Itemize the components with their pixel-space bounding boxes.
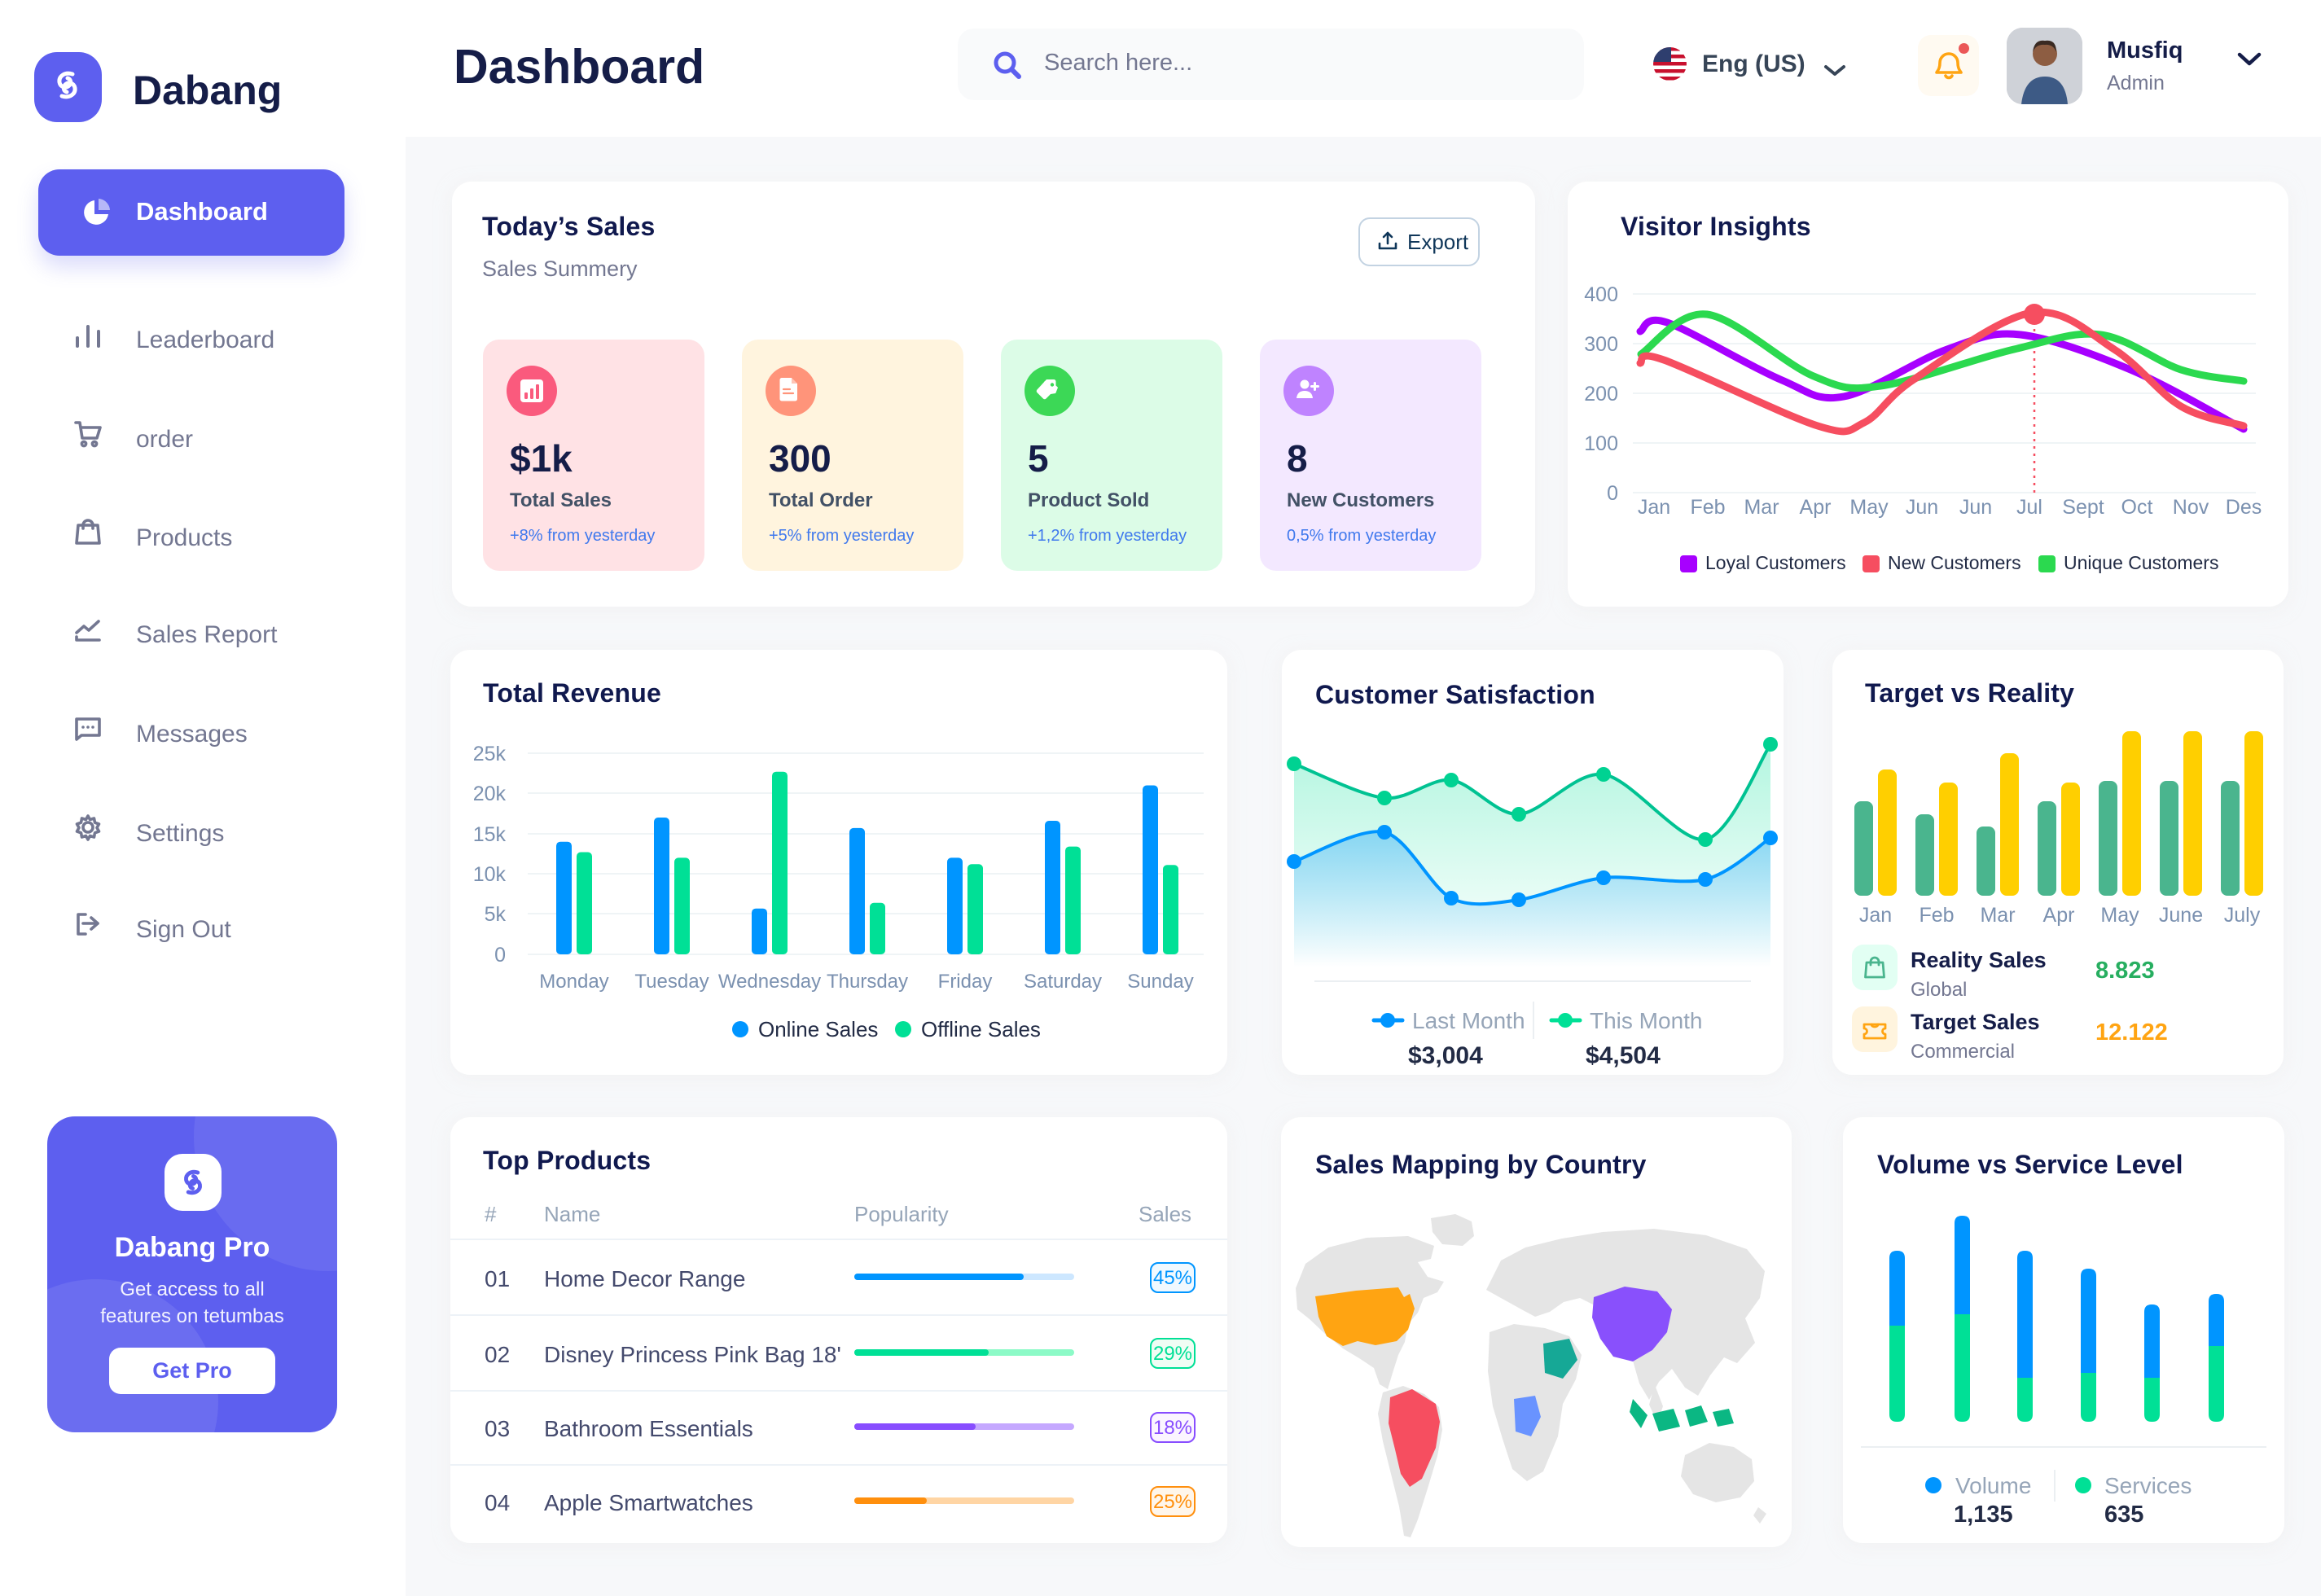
svg-text:25k: 25k: [473, 743, 507, 765]
svg-text:Apr: Apr: [2043, 904, 2075, 927]
svg-text:Mar: Mar: [1980, 904, 2015, 927]
svg-text:Nov: Nov: [2173, 496, 2209, 519]
svg-text:Monday: Monday: [539, 971, 608, 993]
svg-text:May: May: [1849, 496, 1889, 519]
svg-text:July: July: [2224, 904, 2261, 927]
svg-text:Sunday: Sunday: [1127, 971, 1193, 993]
svg-text:Des: Des: [2226, 496, 2262, 519]
svg-text:Feb: Feb: [1690, 496, 1725, 519]
svg-text:Jun: Jun: [1959, 496, 1992, 519]
svg-text:Jul: Jul: [2016, 496, 2042, 519]
svg-text:Jun: Jun: [1906, 496, 1938, 519]
svg-text:New Customers: New Customers: [1888, 552, 2021, 573]
svg-text:$3,004: $3,004: [1408, 1042, 1483, 1069]
svg-text:0: 0: [494, 944, 506, 967]
svg-text:1,135: 1,135: [1954, 1502, 2013, 1528]
svg-text:Last Month: Last Month: [1412, 1008, 1525, 1033]
svg-text:Unique Customers: Unique Customers: [2064, 552, 2218, 573]
svg-text:Oct: Oct: [2121, 496, 2153, 519]
svg-text:$4,504: $4,504: [1586, 1042, 1661, 1069]
svg-text:200: 200: [1584, 383, 1618, 406]
svg-text:Mar: Mar: [1744, 496, 1779, 519]
svg-text:635: 635: [2104, 1502, 2143, 1528]
svg-text:15k: 15k: [473, 823, 507, 846]
svg-text:Services: Services: [2104, 1473, 2192, 1498]
svg-text:5k: 5k: [485, 903, 507, 926]
svg-text:This Month: This Month: [1590, 1008, 1703, 1033]
svg-text:Online Sales: Online Sales: [758, 1017, 878, 1041]
svg-text:Volume: Volume: [1955, 1473, 2031, 1498]
svg-text:Loyal Customers: Loyal Customers: [1705, 552, 1846, 573]
svg-text:400: 400: [1584, 283, 1618, 306]
svg-text:10k: 10k: [473, 863, 507, 886]
svg-text:Wednesday: Wednesday: [718, 971, 821, 993]
svg-text:Saturday: Saturday: [1024, 971, 1102, 993]
svg-text:Thursday: Thursday: [827, 971, 908, 993]
svg-text:Tuesday: Tuesday: [634, 971, 709, 993]
svg-text:0: 0: [1607, 482, 1618, 505]
svg-text:Apr: Apr: [1800, 496, 1832, 519]
svg-text:100: 100: [1584, 432, 1618, 455]
svg-text:Sept: Sept: [2062, 496, 2104, 519]
svg-text:Offline Sales: Offline Sales: [921, 1017, 1041, 1041]
svg-text:Feb: Feb: [1919, 904, 1954, 927]
svg-text:Friday: Friday: [938, 971, 993, 993]
svg-text:Jan: Jan: [1638, 496, 1670, 519]
svg-text:300: 300: [1584, 333, 1618, 356]
svg-text:June: June: [2159, 904, 2203, 927]
svg-text:Jan: Jan: [1859, 904, 1892, 927]
svg-text:May: May: [2100, 904, 2139, 927]
svg-text:20k: 20k: [473, 783, 507, 805]
